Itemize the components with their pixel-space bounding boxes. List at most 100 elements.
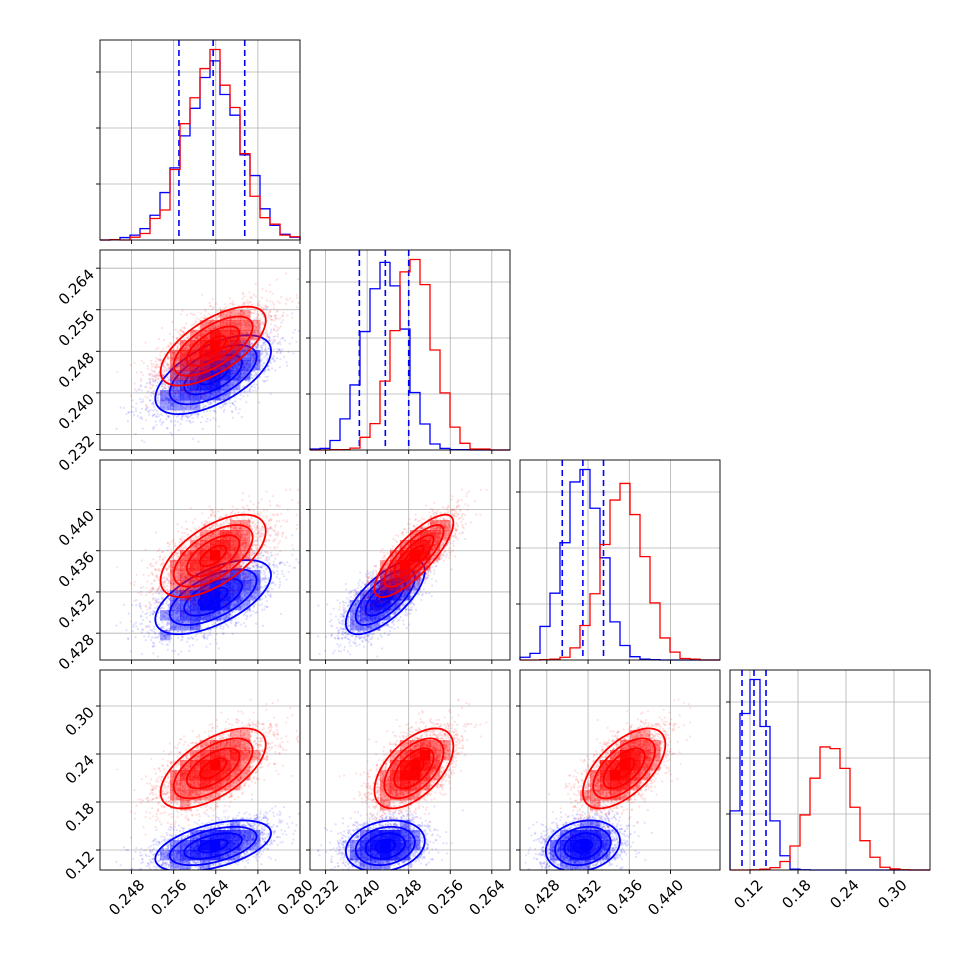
data-point [270,328,273,331]
data-point [229,297,232,300]
data-point [169,431,172,434]
histogram-series-2 [310,258,510,451]
data-point [167,415,170,419]
data-point [173,372,176,375]
data-point [153,413,157,416]
data-point [177,392,180,395]
data-point [222,398,226,401]
data-point [174,392,177,395]
data-point [126,419,130,423]
data-point [185,419,188,422]
data-point [133,388,136,391]
data-point [177,399,180,402]
data-point [179,417,183,421]
data-point [171,395,174,398]
data-point [259,344,262,348]
data-point [263,341,266,344]
data-point [157,415,160,418]
data-point [163,384,167,387]
data-point [190,413,193,416]
data-point [231,300,235,303]
data-point [158,338,161,341]
data-point [196,389,199,392]
data-point [234,408,237,411]
data-point [164,397,167,400]
data-point [141,427,144,430]
data-point [143,440,146,443]
data-point [188,415,191,418]
data-point [262,341,265,344]
data-point [187,393,190,397]
data-point [180,389,183,393]
density-cell [180,400,191,411]
data-point [261,364,264,368]
data-point [284,302,288,305]
data-point [230,391,234,394]
data-point [181,406,184,410]
data-point [167,398,170,402]
data-point [140,384,143,387]
data-point [187,414,190,418]
data-point [265,289,268,292]
data-point [214,400,217,403]
data-point [205,420,208,423]
data-point [163,353,166,356]
data-point [177,365,180,368]
data-point [204,308,207,311]
data-point [196,414,200,417]
data-point [246,394,249,397]
histogram-series-1 [729,678,930,871]
data-point [245,331,248,334]
data-point [171,392,174,395]
data-point [185,313,189,316]
data-point [223,402,226,405]
data-point [172,391,175,394]
data-point [218,405,221,408]
data-point [125,412,128,416]
data-point [195,404,198,407]
data-point [133,414,136,417]
data-point [243,295,246,298]
data-point [199,312,202,315]
data-point [169,404,172,407]
data-point [157,398,160,402]
data-point [156,381,159,384]
data-point [256,363,259,366]
data-point [153,371,156,374]
data-point [151,402,155,405]
data-point [220,390,223,393]
data-point [279,358,282,361]
data-point [151,414,155,417]
data-point [131,405,134,409]
data-point [265,309,268,312]
data-point [145,382,149,385]
data-point [152,425,155,429]
data-point [175,382,178,385]
data-point [149,381,152,384]
data-point [197,405,200,408]
data-point [210,402,213,405]
data-point [257,386,260,390]
data-point [250,373,253,376]
data-point [156,400,159,403]
data-point [149,399,152,402]
data-point [139,397,142,400]
data-point [139,371,143,374]
data-point [244,347,247,350]
density-cell [190,400,201,411]
data-point [272,355,276,358]
data-point [256,383,259,386]
data-point [175,382,178,385]
data-point [214,302,218,306]
data-point [199,421,203,424]
data-point [274,316,277,319]
data-point [267,367,270,371]
data-point [170,402,173,405]
data-point [159,413,162,416]
data-point [222,403,225,407]
data-point [233,404,236,407]
data-point [183,410,186,413]
data-point [278,340,281,344]
data-point [161,398,165,401]
data-point [170,380,173,383]
